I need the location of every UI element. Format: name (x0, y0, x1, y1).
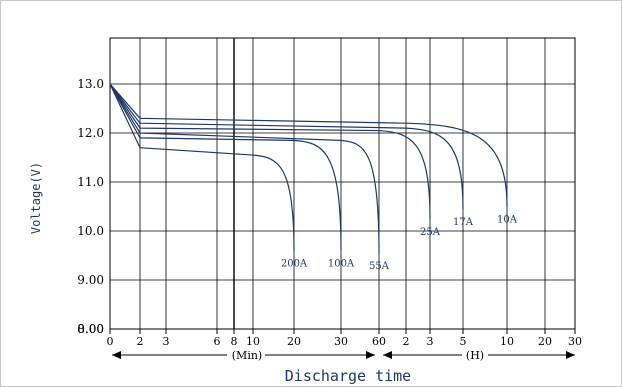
min-unit-label: (Min) (232, 349, 262, 362)
curve-25A (109, 83, 431, 219)
curve-label-55A: 55A (369, 261, 390, 272)
y-tick-label-10.0: 10.0 (77, 224, 104, 238)
y-tick-label-12.0: 12.0 (77, 126, 104, 140)
curve-55A (109, 83, 380, 254)
y-axis-title: Voltage(V) (29, 162, 43, 234)
x-tick-label-8: 8 (231, 335, 238, 348)
x-tick-label-30: 30 (334, 335, 348, 348)
x-tick-label-10H: 10 (500, 335, 514, 348)
x-tick-label-3H: 3 (427, 335, 434, 348)
curve-10A (109, 83, 508, 207)
plot-border (109, 37, 576, 330)
axis-units: (Min) (H) (112, 349, 575, 362)
x-tick-label-60: 60 (372, 335, 386, 348)
x-tick-label-2: 2 (137, 335, 144, 348)
x-tick-label-20H: 20 (538, 335, 552, 348)
y-tick-label-13.0: 13.0 (77, 77, 104, 91)
hour-arrow-head-left (383, 351, 392, 359)
min-arrow-head-left (112, 351, 121, 359)
curve-17A (109, 83, 464, 209)
y-tick-label-11.0: 11.0 (77, 175, 104, 189)
curve-label-200A: 200A (281, 259, 308, 270)
x-tick-label-30H: 30 (568, 335, 582, 348)
y-tick-label-8.00: 8.00 (77, 322, 104, 336)
y-tick-label-0.00: 0.00 (77, 322, 104, 336)
min-arrow-head-right (366, 351, 375, 359)
hour-unit-label: (H) (466, 349, 484, 362)
curves (109, 83, 508, 254)
curve-label-25A: 25A (420, 227, 441, 238)
y-tick-label-9.00: 9.00 (77, 273, 104, 287)
x-tick-label-20: 20 (287, 335, 301, 348)
curve-200A (109, 83, 295, 251)
x-axis-title: Discharge time (285, 367, 411, 385)
curve-label-10A: 10A (497, 215, 518, 226)
curve-100A (109, 83, 342, 251)
x-tick-label-6: 6 (214, 335, 221, 348)
x-tick-label-0: 0 (107, 335, 114, 348)
grid (109, 37, 576, 334)
x-tick-label-3: 3 (163, 335, 170, 348)
curve-labels: 200A 100A 55A 25A 17A 10A (281, 215, 518, 273)
x-tick-labels: 0 2 3 6 8 10 20 30 60 2 3 5 10 20 30 (107, 335, 583, 348)
curve-label-17A: 17A (453, 217, 474, 228)
y-tick-labels: 0.008.00 9.00 10.0 11.0 12.0 13.0 (77, 77, 104, 336)
curve-label-100A: 100A (328, 259, 355, 270)
x-tick-label-5H: 5 (460, 335, 467, 348)
hour-arrow-head-right (566, 351, 575, 359)
x-tick-label-10: 10 (246, 335, 260, 348)
x-tick-label-2H: 2 (403, 335, 410, 348)
